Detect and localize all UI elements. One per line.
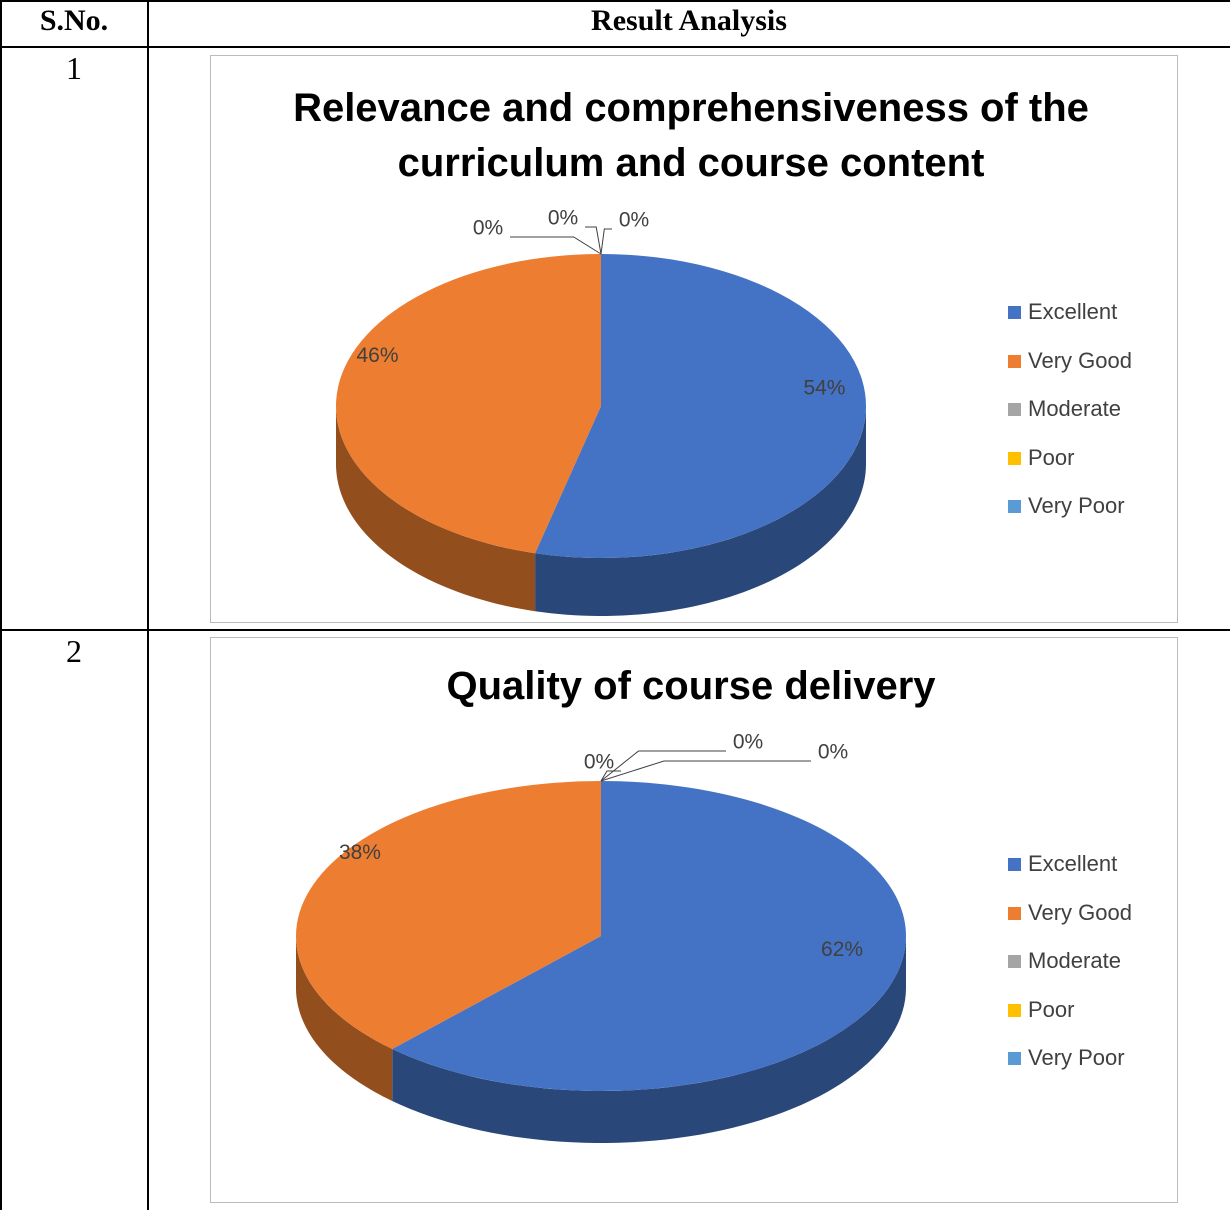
data-label: 46% (357, 344, 399, 367)
chart: Quality of course delivery 62% 38% 0% 0% 0% E… (210, 637, 1178, 1203)
data-label: 0% (473, 217, 503, 240)
pie-plot: 62% 38% 0% 0% 0% (296, 731, 906, 1143)
legend-label: Moderate (1028, 948, 1121, 973)
table-border (0, 629, 1230, 631)
legend-item: Very Good (1008, 900, 1132, 926)
chart-title: Relevance and comprehensiveness of the c… (293, 86, 1089, 185)
legend-item: Moderate (1008, 948, 1121, 974)
header-cell: S.No. (39, 4, 109, 37)
pie-slice (535, 254, 866, 558)
legend-label: Very Poor (1028, 493, 1125, 518)
chart-title: Quality of course delivery (446, 664, 936, 708)
header-cell: Result Analysis (591, 4, 787, 37)
legend-label: Excellent (1028, 851, 1118, 876)
legend-item: Moderate (1008, 396, 1121, 422)
leader-line (600, 760, 811, 782)
pie-side (535, 406, 866, 616)
legend-swatch (1008, 906, 1021, 920)
chart: Relevance and comprehensiveness of the c… (210, 55, 1178, 623)
legend-label: Very Poor (1028, 1045, 1125, 1070)
table-border (0, 0, 2, 1210)
legend-swatch (1008, 1003, 1021, 1017)
legend-label: Moderate (1028, 396, 1121, 421)
legend-item: Poor (1008, 997, 1074, 1023)
legend-label: Poor (1028, 444, 1075, 470)
row-number: 1 (66, 50, 82, 86)
leader-line (600, 750, 726, 782)
pie-plot: 54% 46% 0% 0% 0% (336, 207, 866, 616)
data-label: 0% (548, 207, 578, 230)
table-border (147, 0, 149, 1210)
leader-line (585, 226, 602, 255)
data-label: 0% (733, 731, 763, 754)
pie-slice (336, 254, 601, 554)
data-label: 62% (821, 938, 863, 961)
legend-swatch (1008, 403, 1021, 416)
legend-swatch (1008, 1052, 1021, 1065)
legend-item: Very Poor (1008, 493, 1125, 519)
pie-slice (392, 781, 906, 1091)
legend-item: Poor (1008, 445, 1074, 471)
legend-label: Poor (1028, 996, 1075, 1022)
legend-swatch (1008, 955, 1021, 968)
leader-line (510, 236, 602, 255)
legend-label: Excellent (1028, 299, 1118, 324)
pie-side (392, 936, 906, 1143)
data-label: 0% (818, 741, 848, 764)
legend-label: Very Good (1028, 899, 1132, 925)
leader-line (600, 770, 621, 782)
data-label: 54% (803, 376, 845, 399)
legend-item: Very Good (1008, 348, 1132, 374)
row-number: 2 (66, 633, 82, 669)
data-label: 38% (339, 841, 381, 864)
table-border (0, 46, 1230, 48)
table-border (0, 0, 1230, 2)
pie-slice (296, 781, 601, 1049)
data-label: 0% (619, 209, 649, 232)
legend-swatch (1008, 500, 1021, 513)
leader-line (600, 228, 612, 255)
legend-swatch (1008, 858, 1021, 871)
pie-side (296, 936, 393, 1101)
data-label: 0% (584, 751, 614, 774)
legend-item: Excellent (1008, 299, 1117, 325)
legend-swatch (1008, 354, 1021, 368)
pie-side (336, 406, 536, 612)
legend-label: Very Good (1028, 347, 1132, 373)
legend-item: Very Poor (1008, 1045, 1125, 1071)
legend-swatch (1008, 306, 1021, 319)
legend-swatch (1008, 451, 1021, 465)
legend-item: Excellent (1008, 851, 1117, 877)
